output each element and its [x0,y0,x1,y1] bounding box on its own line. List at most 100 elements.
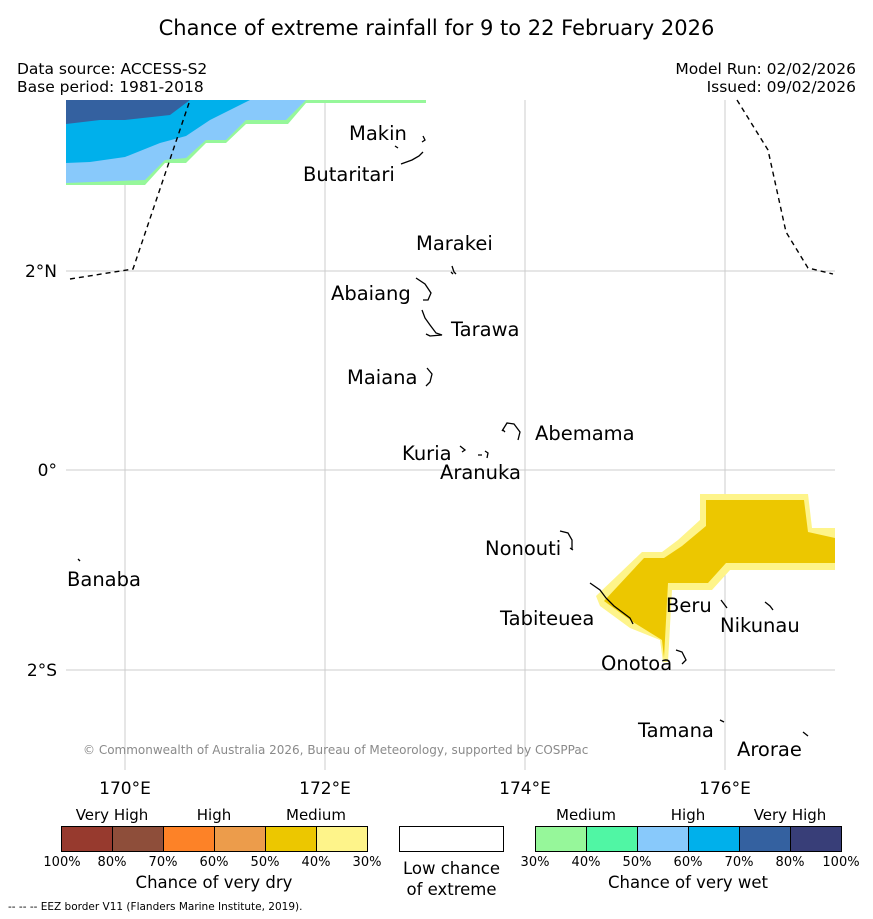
lat-label-2s: 2°S [27,661,57,681]
legend-wet-header-very-high: Very High [753,806,827,824]
place-label-makin: Makin [349,122,407,145]
nikunau-island-shape [764,601,774,611]
legend-dry-header-very-high: Very High [75,806,149,824]
legend-dry-swatch-1 [61,826,113,852]
legend-wet-caption: Chance of very wet [608,873,768,892]
makin-islet-shape [394,145,399,149]
legend-neutral-label: Low chance of extreme [379,858,524,900]
legend-wet-swatch-4 [688,826,740,852]
nonouti-island-shape [559,530,574,551]
legend-wet-tick: 60% [673,855,703,870]
legend-dry-swatch-5 [265,826,317,852]
island-outlines [77,135,809,737]
data-source-label: Data source: ACCESS-S2 [17,60,208,78]
dry-anomaly-region [596,494,835,662]
place-label-kuria: Kuria [402,442,452,465]
abemama-island-shape [501,422,521,441]
legend-dry-swatch-4 [214,826,266,852]
legend-wet-tick: 100% [822,855,860,870]
legend-dry-tick: 40% [301,855,331,870]
place-label-marakei: Marakei [416,232,493,255]
place-label-abaiang: Abaiang [331,282,411,305]
legend-wet-tick: 80% [775,855,805,870]
lat-label-equator: 0° [38,461,57,481]
legend-wet-swatch-3 [637,826,689,852]
legend-neutral-label-line2: of extreme [406,880,497,899]
legend-wet-swatch-1 [535,826,587,852]
place-label-banaba: Banaba [67,568,141,591]
arorae-island-shape [802,731,809,737]
place-label-onotoa: Onotoa [601,652,672,675]
eez-border-note: -- -- -- EEZ border V11 (Flanders Marine… [8,901,303,913]
legend-dry-tick: 80% [97,855,127,870]
legend-dry-swatch-6 [316,826,368,852]
place-labels: Makin Butaritari Marakei Abaiang Tarawa … [67,122,802,761]
legend-dry-tick: 60% [199,855,229,870]
issued-label: Issued: 09/02/2026 [706,78,856,96]
graticule [66,100,835,770]
legend-dry-swatch-3 [163,826,215,852]
legend-dry-tick: 100% [43,855,81,870]
legend-wet-swatch-6 [790,826,842,852]
map-title: Chance of extreme rainfall for 9 to 22 F… [158,16,715,40]
legend-wet-header-medium: Medium [556,806,616,824]
wet-very-high-70-zone [66,100,190,124]
makin-island-shape [421,135,426,143]
wet-anomaly-region [66,100,426,185]
dry-medium-40-zone [604,500,835,658]
legend-wet-header-high: High [670,806,706,824]
lon-label-170e: 170°E [99,779,151,799]
legend-wet-tick: 30% [520,855,550,870]
onotoa-island-shape [675,649,687,665]
marakei-island-shape [450,265,457,275]
maiana-island-shape [425,367,433,387]
aranuka-island-shape [478,450,489,459]
legend-dry-swatch-2 [112,826,164,852]
copyright-notice: © Commonwealth of Australia 2026, Bureau… [83,743,588,757]
banaba-island-shape [77,558,81,562]
legend-dry-caption: Chance of very dry [135,873,293,892]
tabiteuea-island-shape [589,582,634,625]
legend-wet-swatch-2 [586,826,638,852]
legend-wet-swatch-5 [739,826,791,852]
lon-label-176e: 176°E [699,779,751,799]
place-label-butaritari: Butaritari [303,163,395,186]
place-label-maiana: Maiana [347,366,417,389]
axis-labels: 2°N 0° 2°S 170°E 172°E 174°E 176°E [25,262,751,799]
place-label-tabiteuea: Tabiteuea [499,607,594,630]
place-label-tamana: Tamana [637,719,714,742]
place-label-arorae: Arorae [737,738,802,761]
lat-label-2n: 2°N [25,262,57,282]
run-info: Model Run: 02/02/2026 Issued: 09/02/2026 [675,60,856,96]
tamana-island-shape [719,719,725,723]
kuria-island-shape [459,445,467,453]
legend-wet-tick: 70% [724,855,754,870]
place-label-beru: Beru [666,594,712,617]
data-info: Data source: ACCESS-S2 Base period: 1981… [17,60,207,96]
legend-wet-tick: 40% [571,855,601,870]
legend-dry-tick: 30% [352,855,382,870]
legend-wet-tick: 50% [622,855,652,870]
eez-border-east [736,99,834,275]
beru-island-shape [720,599,728,609]
model-run-label: Model Run: 02/02/2026 [675,60,856,78]
base-period-label: Base period: 1981-2018 [17,78,204,96]
legend-dry-header-high: High [196,806,232,824]
place-label-tarawa: Tarawa [450,318,520,341]
lon-label-174e: 174°E [499,779,551,799]
eez-borders [69,99,834,280]
butaritari-island-shape [400,151,424,165]
place-label-abemama: Abemama [535,422,635,445]
legend-neutral-swatch [399,826,504,852]
lon-label-172e: 172°E [299,779,351,799]
eez-border-west [69,99,191,280]
place-label-nikunau: Nikunau [720,614,800,637]
place-label-nonouti: Nonouti [485,537,561,560]
abaiang-island-shape [415,277,432,301]
place-label-aranuka: Aranuka [440,461,521,484]
legend-dry-tick: 50% [250,855,280,870]
legend-neutral-label-line1: Low chance [402,859,501,878]
legend-dry-header-medium: Medium [286,806,346,824]
tarawa-island-shape [421,309,443,337]
